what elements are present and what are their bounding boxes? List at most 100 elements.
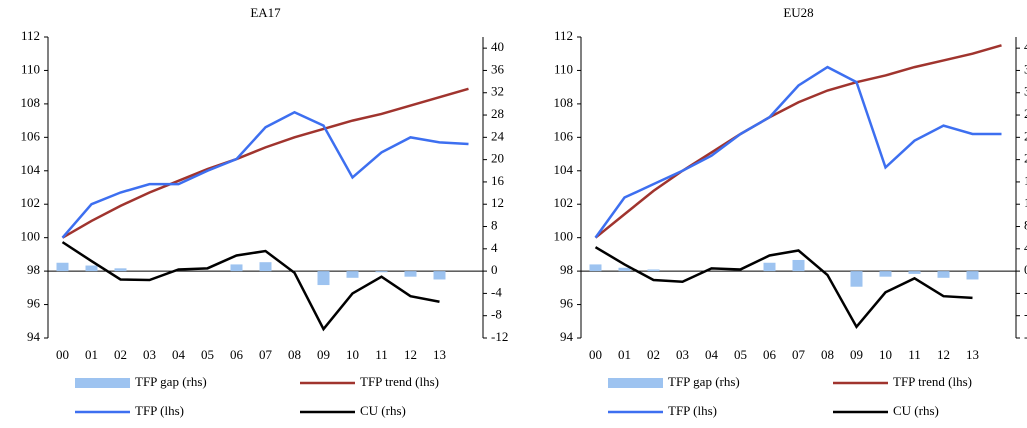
- y2-tick-label: 20: [1024, 151, 1027, 166]
- x-tick-label: 13: [966, 347, 979, 362]
- legend-label: TFP gap (rhs): [135, 374, 207, 389]
- y2-tick-label: 24: [1024, 128, 1027, 143]
- y-tick-label: 100: [554, 229, 574, 244]
- legend-label: TFP (lhs): [668, 403, 717, 418]
- y2-tick-label: 40: [491, 39, 504, 54]
- y2-tick-label: 0: [1024, 262, 1027, 277]
- x-tick-label: 11: [375, 347, 388, 362]
- bar: [879, 271, 892, 277]
- y2-tick-label: -8: [491, 307, 502, 322]
- bar: [908, 271, 921, 274]
- y-tick-label: 108: [21, 95, 41, 110]
- bar: [589, 264, 602, 272]
- x-tick-label: 11: [908, 347, 921, 362]
- x-tick-label: 12: [937, 347, 950, 362]
- y2-tick-label: -12: [491, 329, 508, 344]
- line: [594, 246, 973, 330]
- bar: [433, 271, 446, 280]
- y-tick-label: 112: [554, 28, 573, 43]
- legend-swatch: [75, 378, 130, 388]
- y-tick-label: 104: [21, 162, 41, 177]
- y2-tick-label: 20: [491, 151, 504, 166]
- y-tick-label: 100: [21, 229, 41, 244]
- y2-tick-label: -12: [1024, 329, 1027, 344]
- bar: [937, 271, 950, 278]
- x-tick-label: 05: [734, 347, 747, 362]
- y-tick-label: 96: [560, 296, 574, 311]
- bar: [114, 268, 127, 272]
- y2-tick-label: 0: [491, 262, 498, 277]
- x-tick-label: 04: [705, 347, 719, 362]
- bar: [85, 265, 98, 272]
- y2-tick-label: 32: [1024, 84, 1027, 99]
- y2-tick-label: 8: [1024, 218, 1027, 233]
- bar: [792, 259, 805, 272]
- y2-tick-label: 36: [1024, 61, 1027, 76]
- y-tick-label: 98: [560, 262, 573, 277]
- y2-tick-label: -4: [1024, 284, 1027, 299]
- y2-tick-label: 24: [491, 128, 505, 143]
- x-tick-label: 09: [317, 347, 330, 362]
- bar: [317, 271, 330, 286]
- bar: [404, 271, 417, 277]
- y-tick-label: 102: [21, 195, 41, 210]
- chart-title: EU28: [783, 5, 813, 20]
- x-tick-label: 02: [114, 347, 127, 362]
- y-tick-label: 106: [21, 128, 41, 143]
- y-tick-label: 110: [554, 61, 573, 76]
- bar: [346, 271, 359, 278]
- line: [594, 44, 1002, 239]
- x-tick-label: 04: [172, 347, 186, 362]
- x-tick-label: 03: [143, 347, 156, 362]
- y-tick-label: 102: [554, 195, 574, 210]
- chart-title: EA17: [250, 5, 281, 20]
- x-tick-label: 00: [56, 347, 69, 362]
- x-tick-label: 06: [763, 347, 777, 362]
- y2-tick-label: 12: [1024, 195, 1027, 210]
- x-tick-label: 08: [288, 347, 301, 362]
- x-tick-label: 03: [676, 347, 689, 362]
- legend-label: TFP trend (lhs): [893, 374, 972, 389]
- y-tick-label: 96: [27, 296, 41, 311]
- y2-tick-label: 32: [491, 84, 504, 99]
- y2-tick-label: 28: [491, 106, 504, 121]
- x-tick-label: 01: [618, 347, 631, 362]
- x-tick-label: 12: [404, 347, 417, 362]
- legend-swatch: [608, 378, 663, 388]
- bar: [56, 262, 69, 272]
- y2-tick-label: 16: [1024, 173, 1027, 188]
- line: [61, 110, 469, 239]
- x-tick-label: 01: [85, 347, 98, 362]
- y2-tick-label: 36: [491, 61, 505, 76]
- y-tick-label: 106: [554, 128, 574, 143]
- legend-label: TFP gap (rhs): [668, 374, 740, 389]
- x-tick-label: 09: [850, 347, 863, 362]
- bar: [230, 264, 243, 272]
- y2-tick-label: -8: [1024, 307, 1027, 322]
- bar: [966, 271, 979, 280]
- bar: [618, 267, 631, 272]
- x-tick-label: 05: [201, 347, 214, 362]
- legend-label: CU (rhs): [893, 403, 939, 418]
- y-tick-label: 98: [27, 262, 40, 277]
- x-tick-label: 10: [879, 347, 892, 362]
- legend-label: TFP (lhs): [135, 403, 184, 418]
- x-tick-label: 00: [589, 347, 602, 362]
- x-tick-label: 07: [259, 347, 273, 362]
- legend-label: CU (rhs): [360, 403, 406, 418]
- y2-tick-label: 16: [491, 173, 505, 188]
- y2-tick-label: 40: [1024, 39, 1027, 54]
- legend-label: TFP trend (lhs): [360, 374, 439, 389]
- bar: [647, 269, 660, 272]
- y2-tick-label: -4: [491, 284, 502, 299]
- y-tick-label: 94: [560, 329, 574, 344]
- bar: [375, 271, 388, 273]
- y-tick-label: 94: [27, 329, 41, 344]
- bar: [763, 262, 776, 272]
- y2-tick-label: 12: [491, 195, 504, 210]
- y2-tick-label: 8: [491, 218, 498, 233]
- bar: [259, 262, 272, 272]
- x-tick-label: 10: [346, 347, 359, 362]
- y2-tick-label: 4: [491, 240, 498, 255]
